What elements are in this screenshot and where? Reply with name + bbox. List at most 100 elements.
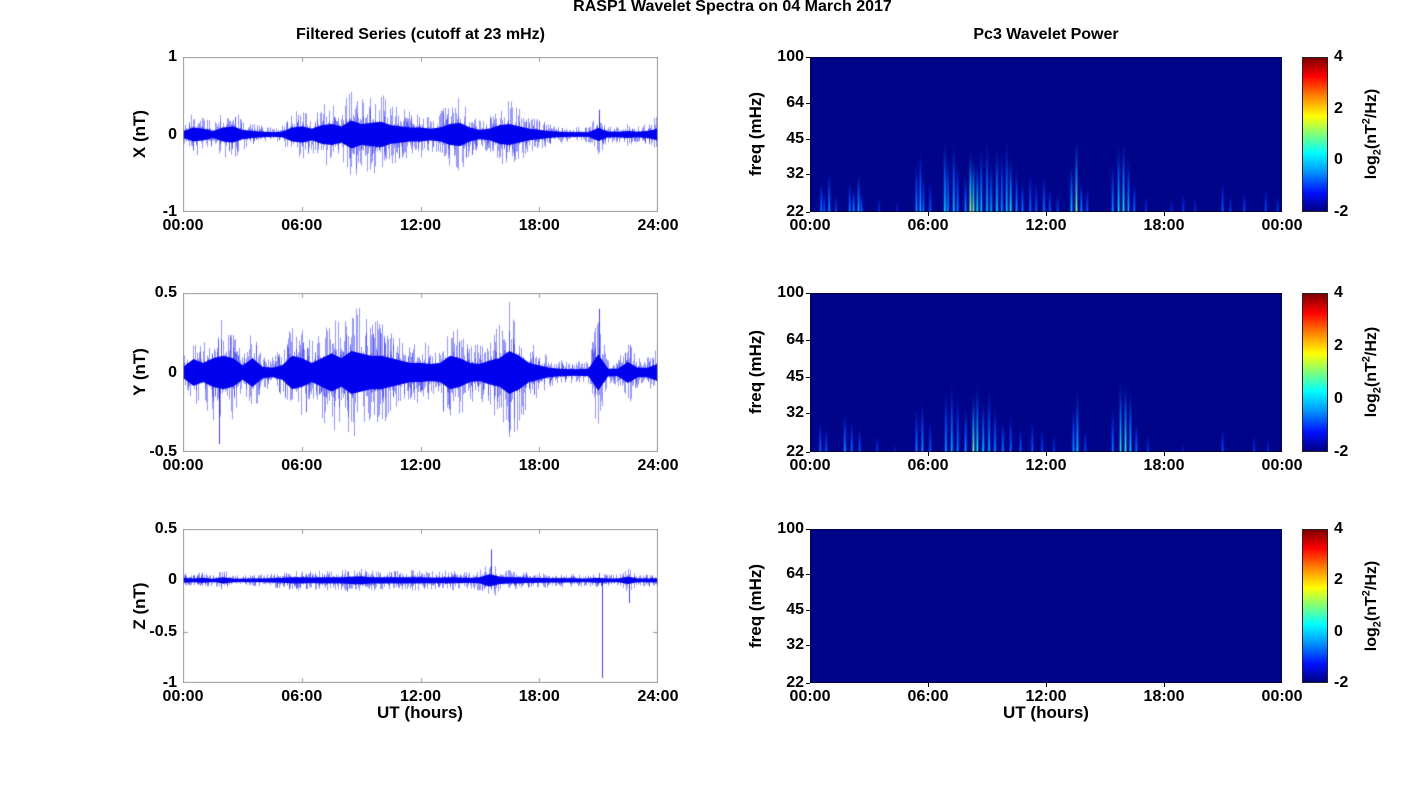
time-tick-mark xyxy=(1046,212,1047,216)
time-tick-mark xyxy=(1164,683,1165,687)
x-tick-label: 06:00 xyxy=(907,457,949,474)
colorbar-tick-label: 2 xyxy=(1334,99,1343,117)
y-tick-label: -1 xyxy=(162,674,177,691)
y-tick-label: 0.5 xyxy=(154,284,177,301)
spectrogram-canvas-x xyxy=(810,57,1282,212)
colorbar-label: log2(nT2/Hz) xyxy=(1360,88,1384,180)
colorbar xyxy=(1302,57,1328,212)
y-tick-label: 0.5 xyxy=(154,520,177,537)
x-tick-label: 12:00 xyxy=(1025,217,1067,234)
freq-tick-label: 22 xyxy=(786,203,804,220)
colorbar-tick-label: -2 xyxy=(1334,443,1349,460)
x-tick-label: 00:00 xyxy=(1261,457,1303,474)
freq-tick-label: 22 xyxy=(786,674,804,691)
colorbar-tick-label: 4 xyxy=(1334,520,1343,537)
freq-axis-label: freq (mHz) xyxy=(746,563,765,649)
time-tick-mark xyxy=(1164,212,1165,216)
colorbar-tick-label: -2 xyxy=(1334,674,1349,691)
freq-tick-mark xyxy=(806,293,810,294)
colorbar-tick-label: 0 xyxy=(1334,390,1343,407)
waveform-canvas-y xyxy=(183,293,658,452)
freq-tick-label: 100 xyxy=(777,48,804,65)
x-tick-label: 18:00 xyxy=(1143,688,1185,705)
spectrogram-plot-z xyxy=(810,529,1282,683)
freq-tick-mark xyxy=(806,412,810,414)
x-tick-label: 00:00 xyxy=(789,457,831,474)
x-tick-label: 24:00 xyxy=(637,217,679,234)
freq-tick-label: 32 xyxy=(786,403,804,421)
freq-tick-label: 64 xyxy=(786,565,804,583)
y-tick-label: 0 xyxy=(168,125,177,143)
freq-tick-label: 64 xyxy=(786,93,804,111)
waveform-plot-y xyxy=(183,293,658,452)
colorbar-tick-label: 2 xyxy=(1334,571,1343,589)
colorbar-tick-label: 2 xyxy=(1334,337,1343,354)
x-tick-label: 00:00 xyxy=(1261,217,1303,234)
x-tick-label: 18:00 xyxy=(518,688,560,705)
freq-tick-label: 45 xyxy=(786,367,804,385)
x-tick-label: 00:00 xyxy=(162,457,204,474)
colorbar-tick-label: 0 xyxy=(1334,622,1343,640)
y-axis-label-y: Y (nT) xyxy=(130,348,149,396)
x-tick-label: 06:00 xyxy=(281,457,323,474)
freq-tick-mark xyxy=(806,173,810,175)
x-tick-label: 18:00 xyxy=(1143,457,1185,474)
x-tick-label: 06:00 xyxy=(281,217,323,234)
x-axis-label-right: UT (hours) xyxy=(1003,703,1089,722)
colorbar xyxy=(1302,529,1328,683)
x-tick-label: 18:00 xyxy=(518,457,560,474)
x-tick-label: 06:00 xyxy=(907,217,949,234)
right-column-title: Pc3 Wavelet Power xyxy=(973,26,1119,43)
x-tick-label: 00:00 xyxy=(789,688,831,705)
spectrogram-plot-x xyxy=(810,57,1282,212)
x-tick-label: 00:00 xyxy=(162,217,204,234)
y-tick-label: 0 xyxy=(168,363,177,381)
y-tick-label: 1 xyxy=(168,48,177,65)
freq-tick-label: 32 xyxy=(786,164,804,182)
freq-tick-mark xyxy=(806,212,810,213)
freq-tick-mark xyxy=(806,574,810,576)
time-tick-mark xyxy=(1164,452,1165,456)
freq-tick-mark xyxy=(806,339,810,341)
x-tick-label: 06:00 xyxy=(907,688,949,705)
left-column-title: Filtered Series (cutoff at 23 mHz) xyxy=(296,26,545,43)
x-tick-label: 00:00 xyxy=(789,217,831,234)
x-tick-label: 12:00 xyxy=(400,457,441,474)
freq-tick-label: 22 xyxy=(786,443,804,460)
x-axis-label-left: UT (hours) xyxy=(377,703,463,722)
freq-tick-label: 45 xyxy=(786,129,804,147)
x-tick-label: 18:00 xyxy=(1143,217,1185,234)
freq-tick-mark xyxy=(806,102,810,104)
freq-tick-label: 45 xyxy=(786,601,804,619)
x-tick-label: 12:00 xyxy=(1025,457,1067,474)
freq-axis-label: freq (mHz) xyxy=(746,91,765,177)
time-tick-mark xyxy=(1046,452,1047,456)
x-tick-label: 12:00 xyxy=(400,688,441,705)
x-tick-label: 06:00 xyxy=(281,688,323,705)
freq-tick-label: 64 xyxy=(786,330,804,348)
freq-tick-mark xyxy=(806,376,810,378)
y-axis-label-x: X (nT) xyxy=(130,109,149,159)
waveform-canvas-x xyxy=(183,57,658,212)
x-tick-label: 00:00 xyxy=(162,688,204,705)
colorbar-tick-label: 4 xyxy=(1334,48,1343,65)
x-tick-label: 24:00 xyxy=(637,457,679,474)
time-tick-mark xyxy=(928,683,929,687)
time-tick-mark xyxy=(928,212,929,216)
freq-tick-label: 100 xyxy=(777,520,804,537)
colorbar-tick-label: 4 xyxy=(1334,284,1343,301)
spectrogram-plot-y xyxy=(810,293,1282,452)
x-tick-label: 12:00 xyxy=(1025,688,1067,705)
x-tick-label: 18:00 xyxy=(518,217,560,234)
freq-tick-mark xyxy=(806,452,810,453)
spectrogram-canvas-y xyxy=(810,293,1282,452)
x-tick-label: 12:00 xyxy=(400,217,441,234)
y-tick-label: -0.5 xyxy=(149,443,177,460)
freq-tick-mark xyxy=(806,644,810,646)
colorbar xyxy=(1302,293,1328,452)
y-tick-label: -1 xyxy=(162,203,177,220)
time-tick-mark xyxy=(928,452,929,456)
time-tick-mark xyxy=(1046,683,1047,687)
waveform-canvas-z xyxy=(183,529,658,683)
freq-tick-mark xyxy=(806,610,810,612)
